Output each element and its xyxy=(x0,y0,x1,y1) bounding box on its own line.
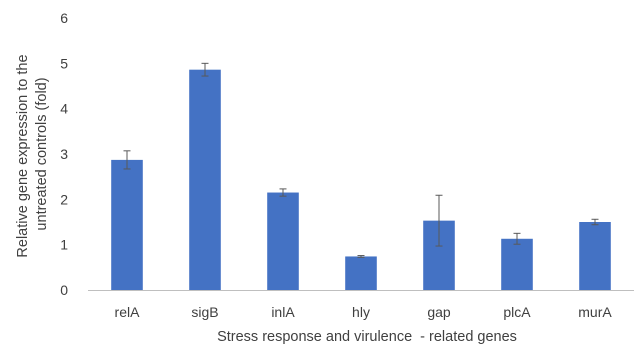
x-tick-label-murA: murA xyxy=(578,304,612,320)
x-tick-label-relA: relA xyxy=(115,304,141,320)
error-bar-hly xyxy=(357,255,365,258)
error-bar-plcA xyxy=(513,232,521,245)
y-tick-label-4: 4 xyxy=(60,101,68,117)
y-tick-label-6: 6 xyxy=(60,10,68,26)
bar-plcA xyxy=(501,238,533,290)
bar-sigB xyxy=(189,69,221,291)
error-bars xyxy=(123,62,599,258)
y-tick-label-0: 0 xyxy=(60,282,68,298)
y-tick-label-5: 5 xyxy=(60,55,68,71)
y-axis-title: Relative gene expression to the untreate… xyxy=(15,50,50,257)
x-tick-label-sigB: sigB xyxy=(191,304,218,320)
bars xyxy=(111,69,611,291)
error-bar-relA xyxy=(123,150,131,170)
x-axis-title: Stress response and virulence - related … xyxy=(217,329,517,345)
error-bar-gap xyxy=(435,194,443,247)
bar-murA xyxy=(579,222,611,290)
x-tick-label-plcA: plcA xyxy=(503,304,531,320)
error-bar-sigB xyxy=(201,62,209,77)
x-tick-label-inlA: inlA xyxy=(271,304,295,320)
x-tick-label-hly: hly xyxy=(352,304,370,320)
x-tick-label-gap: gap xyxy=(427,304,451,320)
y-tick-label-1: 1 xyxy=(60,237,68,253)
y-tick-label-2: 2 xyxy=(60,191,68,207)
bar-inlA xyxy=(267,192,299,290)
error-bar-inlA xyxy=(279,188,287,197)
y-tick-label-3: 3 xyxy=(60,146,68,162)
bar-relA xyxy=(111,159,143,290)
y-axis-title-line-2: untreated controls (fold) xyxy=(34,77,50,230)
y-axis-title-line-1: Relative gene expression to the xyxy=(15,54,31,257)
error-bar-murA xyxy=(591,218,599,226)
y-axis-tick-labels: 0 1 2 3 4 5 6 xyxy=(60,10,68,298)
x-axis-tick-labels: relA sigB inlA hly gap plcA murA xyxy=(115,304,613,320)
bar-hly xyxy=(345,256,377,290)
